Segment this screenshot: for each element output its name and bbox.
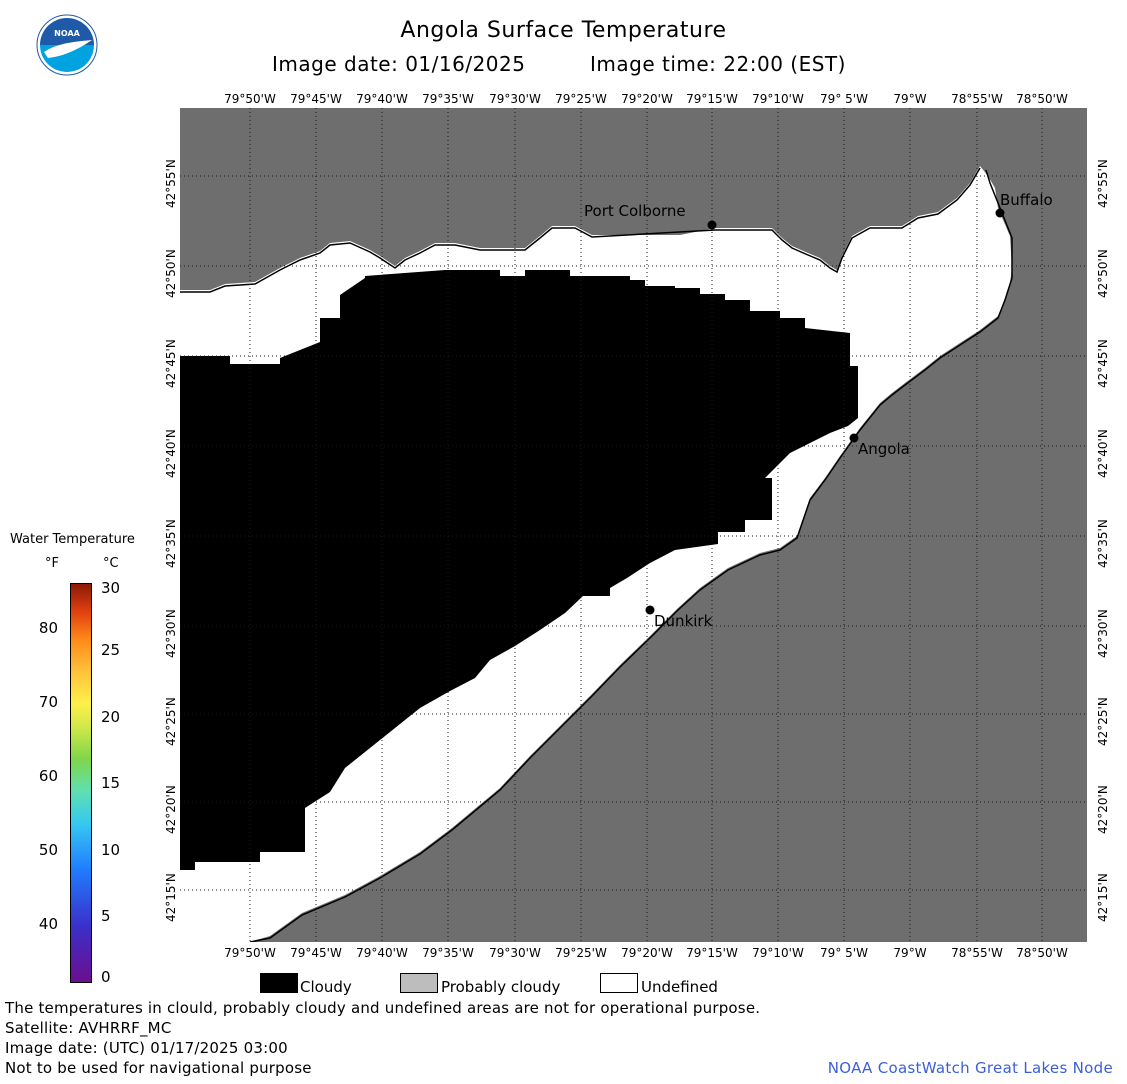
longitude-label: 79°15'W <box>686 946 738 960</box>
latitude-label: 42°45'N <box>1096 339 1110 388</box>
latitude-label: 42°20'N <box>164 785 178 834</box>
celsius-unit: °C <box>103 556 119 571</box>
longitude-label: 79°50'W <box>224 946 276 960</box>
city-markers: Port Colborne Buffalo Angola Dunkirk <box>584 191 1053 630</box>
latitude-label: 42°35'N <box>164 519 178 568</box>
longitude-label: 78°50'W <box>1016 946 1068 960</box>
longitude-label: 79°20'W <box>621 946 673 960</box>
celsius-tick-label: 0 <box>101 968 111 986</box>
latitude-label: 42°55'N <box>164 159 178 208</box>
disclaimer-text: The temperatures in clould, probably clo… <box>5 999 761 1017</box>
city-label: Port Colborne <box>584 202 686 220</box>
city-marker <box>645 605 655 615</box>
celsius-tick-label: 30 <box>101 579 121 597</box>
city-marker <box>995 208 1005 218</box>
shoreline <box>180 167 981 293</box>
latitude-label: 42°50'N <box>1096 249 1110 298</box>
probably-cloudy-swatch <box>400 973 438 993</box>
logo-text: NOAA <box>54 29 80 38</box>
longitude-label: 79°30'W <box>489 92 541 106</box>
longitude-label: 79°10'W <box>752 92 804 106</box>
lat-lon-grid <box>180 108 1087 942</box>
longitude-label: 79°35'W <box>422 946 474 960</box>
latitude-label: 42°30'N <box>164 609 178 658</box>
latitude-label: 42°15'N <box>164 873 178 922</box>
longitude-label: 79°35'W <box>422 92 474 106</box>
utc-date-text: Image date: (UTC) 01/17/2025 03:00 <box>5 1039 288 1057</box>
cloudy-label: Cloudy <box>300 978 352 996</box>
city-marker <box>849 433 859 443</box>
fahrenheit-tick-label: 60 <box>38 767 58 785</box>
latitude-label: 42°45'N <box>164 339 178 388</box>
latitude-label: 42°40'N <box>1096 429 1110 478</box>
longitude-label: 79°50'W <box>224 92 276 106</box>
fahrenheit-unit: °F <box>45 556 59 571</box>
latitude-label: 42°35'N <box>1096 519 1110 568</box>
latitude-label: 42°55'N <box>1096 159 1110 208</box>
longitude-label: 79°40'W <box>356 946 408 960</box>
celsius-tick-label: 20 <box>101 708 121 726</box>
city-marker <box>707 220 717 230</box>
latitude-label: 42°30'N <box>1096 609 1110 658</box>
image-date: Image date: 01/16/2025 <box>272 52 526 76</box>
longitude-label: 79°45'W <box>290 92 342 106</box>
fahrenheit-tick-label: 50 <box>38 841 58 859</box>
city-label: Angola <box>858 440 910 458</box>
longitude-label: 78°55'W <box>951 92 1003 106</box>
longitude-label: 79°W <box>893 946 927 960</box>
fahrenheit-tick-label: 40 <box>38 915 58 933</box>
undefined-swatch <box>600 973 638 993</box>
image-time: Image time: 22:00 (EST) <box>590 52 846 76</box>
navigation-warning: Not to be used for navigational purpose <box>5 1059 312 1077</box>
longitude-label: 79°20'W <box>621 92 673 106</box>
city-label: Dunkirk <box>654 612 713 630</box>
latitude-label: 42°20'N <box>1096 785 1110 834</box>
fahrenheit-tick-label: 70 <box>38 693 58 711</box>
cloudy-area <box>180 270 858 870</box>
latitude-label: 42°15'N <box>1096 873 1110 922</box>
cloudy-swatch <box>260 973 298 993</box>
legend-title: Water Temperature <box>10 532 135 547</box>
longitude-label: 79°30'W <box>489 946 541 960</box>
celsius-tick-label: 10 <box>101 841 121 859</box>
probably-cloudy-label: Probably cloudy <box>441 978 561 996</box>
longitude-label: 79°40'W <box>356 92 408 106</box>
latitude-label: 42°50'N <box>164 249 178 298</box>
longitude-label: 79° 5'W <box>820 946 868 960</box>
longitude-label: 79°25'W <box>555 946 607 960</box>
temperature-colorbar <box>70 583 92 983</box>
latitude-label: 42°25'N <box>164 697 178 746</box>
city-label: Buffalo <box>1000 191 1053 209</box>
longitude-label: 79°25'W <box>555 92 607 106</box>
satellite-text: Satellite: AVHRRF_MC <box>5 1019 172 1037</box>
longitude-label: 79°15'W <box>686 92 738 106</box>
credit-link[interactable]: NOAA CoastWatch Great Lakes Node <box>827 1059 1113 1077</box>
shoreline-south <box>249 169 1013 943</box>
longitude-label: 79°W <box>893 92 927 106</box>
longitude-label: 78°55'W <box>951 946 1003 960</box>
fahrenheit-tick-label: 80 <box>38 619 58 637</box>
celsius-tick-label: 15 <box>101 774 121 792</box>
celsius-tick-label: 25 <box>101 641 121 659</box>
celsius-tick-label: 5 <box>101 907 111 925</box>
latitude-label: 42°25'N <box>1096 697 1110 746</box>
noaa-logo-icon: NOAA <box>36 14 98 76</box>
longitude-label: 78°50'W <box>1016 92 1068 106</box>
undefined-label: Undefined <box>641 978 718 996</box>
page-title: Angola Surface Temperature <box>400 18 727 43</box>
latitude-label: 42°40'N <box>164 429 178 478</box>
longitude-label: 79° 5'W <box>820 92 868 106</box>
temperature-map: Port Colborne Buffalo Angola Dunkirk <box>180 108 1087 943</box>
longitude-label: 79°10'W <box>752 946 804 960</box>
longitude-label: 79°45'W <box>290 946 342 960</box>
